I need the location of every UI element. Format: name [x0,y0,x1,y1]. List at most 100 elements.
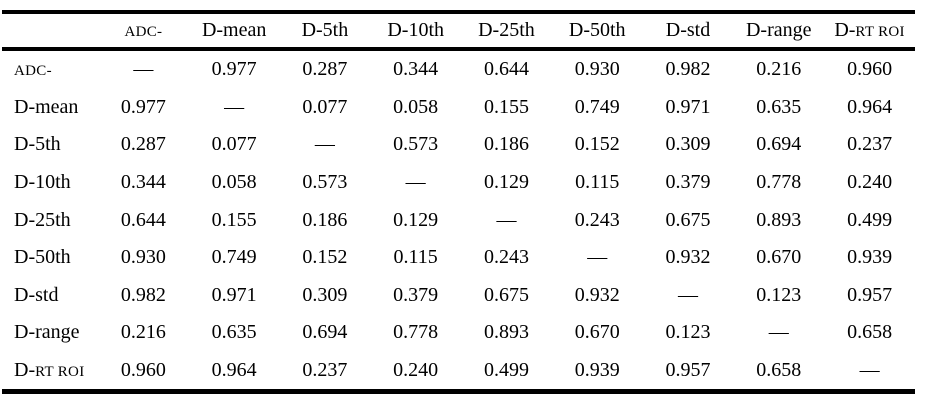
diagonal-marker: — [677,283,698,306]
matrix-cell: 0.939 [574,359,620,382]
column-header: D-10th [387,19,445,41]
matrix-cell: 0.971 [665,95,711,118]
matrix-cell: 0.379 [665,171,711,194]
matrix-cell: 0.964 [847,95,893,118]
diagonal-marker: — [768,321,789,344]
matrix-cell: 0.123 [665,321,711,344]
matrix-cell: 0.694 [302,321,348,344]
column-header: D-mean [201,19,267,41]
matrix-cell: 0.237 [847,133,893,156]
table-row: D-std 0.982 0.971 0.309 0.379 0.675 0.932 — 0.12… [2,277,915,315]
matrix-cell: 0.635 [211,321,257,344]
diagonal-marker: — [224,95,245,118]
matrix-cell: 0.749 [211,246,257,269]
matrix-cell: 0.344 [120,171,166,194]
table-row: D-10th 0.344 0.058 0.573 — 0.129 0.115 0.379 0.7… [2,164,915,202]
matrix-cell: 0.675 [483,283,529,306]
matrix-cell: 0.749 [574,95,620,118]
matrix-cell: 0.344 [393,58,439,81]
matrix-cell: 0.932 [574,283,620,306]
matrix-cell: 0.077 [302,95,348,118]
matrix-cell: 0.670 [756,246,802,269]
matrix-cell: 0.240 [847,171,893,194]
column-header: D-50th [568,19,626,41]
matrix-cell: 0.644 [120,208,166,231]
matrix-cell: 0.644 [483,58,529,81]
matrix-cell: 0.957 [665,359,711,382]
matrix-cell: 0.058 [393,95,439,118]
column-header: ADC- [124,24,163,40]
matrix-cell: 0.932 [665,246,711,269]
matrix-cell: 0.957 [847,283,893,306]
matrix-cell: 0.309 [665,133,711,156]
matrix-cell: 0.960 [120,359,166,382]
matrix-cell: 0.964 [211,359,257,382]
matrix-cell: 0.115 [393,246,438,269]
matrix-cell: 0.129 [483,171,529,194]
matrix-cell: 0.287 [302,58,348,81]
row-header: D-RT ROI [14,359,85,382]
matrix-cell: 0.778 [756,171,802,194]
diagonal-marker: — [133,58,154,81]
matrix-cell: 0.309 [302,283,348,306]
row-header: D-50th [14,246,71,269]
column-header: D-5th [301,19,349,41]
matrix-cell: 0.658 [847,321,893,344]
table-row: D-range 0.216 0.635 0.694 0.778 0.893 0.670 0.1… [2,314,915,352]
matrix-cell: 0.499 [483,359,529,382]
row-header: D-5th [14,133,61,156]
diagonal-marker: — [859,359,880,382]
matrix-cell: 0.694 [756,133,802,156]
column-header: D-range [745,19,812,41]
matrix-cell: 0.216 [120,321,166,344]
matrix-cell: 0.058 [211,171,257,194]
matrix-cell: 0.939 [847,246,893,269]
matrix-cell: 0.129 [393,208,439,231]
matrix-cell: 0.971 [211,283,257,306]
table-row: D-25th 0.644 0.155 0.186 0.129 — 0.243 0.675 0.8… [2,201,915,239]
matrix-cell: 0.635 [756,95,802,118]
matrix-cell: 0.237 [302,359,348,382]
matrix-cell: 0.573 [393,133,439,156]
matrix-cell: 0.977 [211,58,257,81]
table-row: D-mean 0.977 — 0.077 0.058 0.155 0.749 0.971 0.6… [2,89,915,127]
column-header: D-RT ROI [834,19,905,41]
matrix-cell: 0.186 [302,208,348,231]
matrix-cell: 0.243 [574,208,620,231]
matrix-cell: 0.670 [574,321,620,344]
matrix-cell: 0.186 [483,133,529,156]
matrix-cell: 0.155 [483,95,529,118]
matrix-cell: 0.930 [120,246,166,269]
row-header: D-std [14,283,59,306]
diagonal-marker: — [496,208,517,231]
diagonal-marker: — [587,246,608,269]
matrix-cell: 0.977 [120,95,166,118]
matrix-cell: 0.152 [302,246,348,269]
matrix-cell: 0.155 [211,208,257,231]
matrix-cell: 0.982 [120,283,166,306]
table-row: D-RT ROI 0.960 0.964 0.237 0.240 0.499 0.939 0.… [2,352,915,392]
column-header: D-std [665,19,711,41]
matrix-cell: 0.216 [756,58,802,81]
matrix-cell: 0.123 [756,283,802,306]
matrix-cell: 0.960 [847,58,893,81]
table-row: D-50th 0.930 0.749 0.152 0.115 0.243 — 0.932 0.6… [2,239,915,277]
table-header: ADC- D-mean D-5th D-10th D-25th D-50th D-std D-… [2,12,915,49]
matrix-cell: 0.675 [665,208,711,231]
matrix-cell: 0.152 [574,133,620,156]
matrix-cell: 0.893 [483,321,529,344]
matrix-cell: 0.573 [302,171,348,194]
diagonal-marker: — [314,133,335,156]
diagonal-marker: — [405,171,426,194]
matrix-cell: 0.379 [393,283,439,306]
table-row: ADC- — 0.977 0.287 0.344 0.644 0.930 0.982 0.216… [2,49,915,89]
matrix-cell: 0.982 [665,58,711,81]
matrix-cell: 0.243 [483,246,529,269]
matrix-cell: 0.240 [393,359,439,382]
column-header: D-25th [478,19,535,41]
table-body: ADC- — 0.977 0.287 0.344 0.644 0.930 0.982 0.216… [2,49,915,392]
matrix-cell: 0.658 [756,359,802,382]
header-row: ADC- D-mean D-5th D-10th D-25th D-50th D-std D-… [2,12,915,49]
matrix-cell: 0.778 [393,321,439,344]
corner-cell [2,12,98,49]
